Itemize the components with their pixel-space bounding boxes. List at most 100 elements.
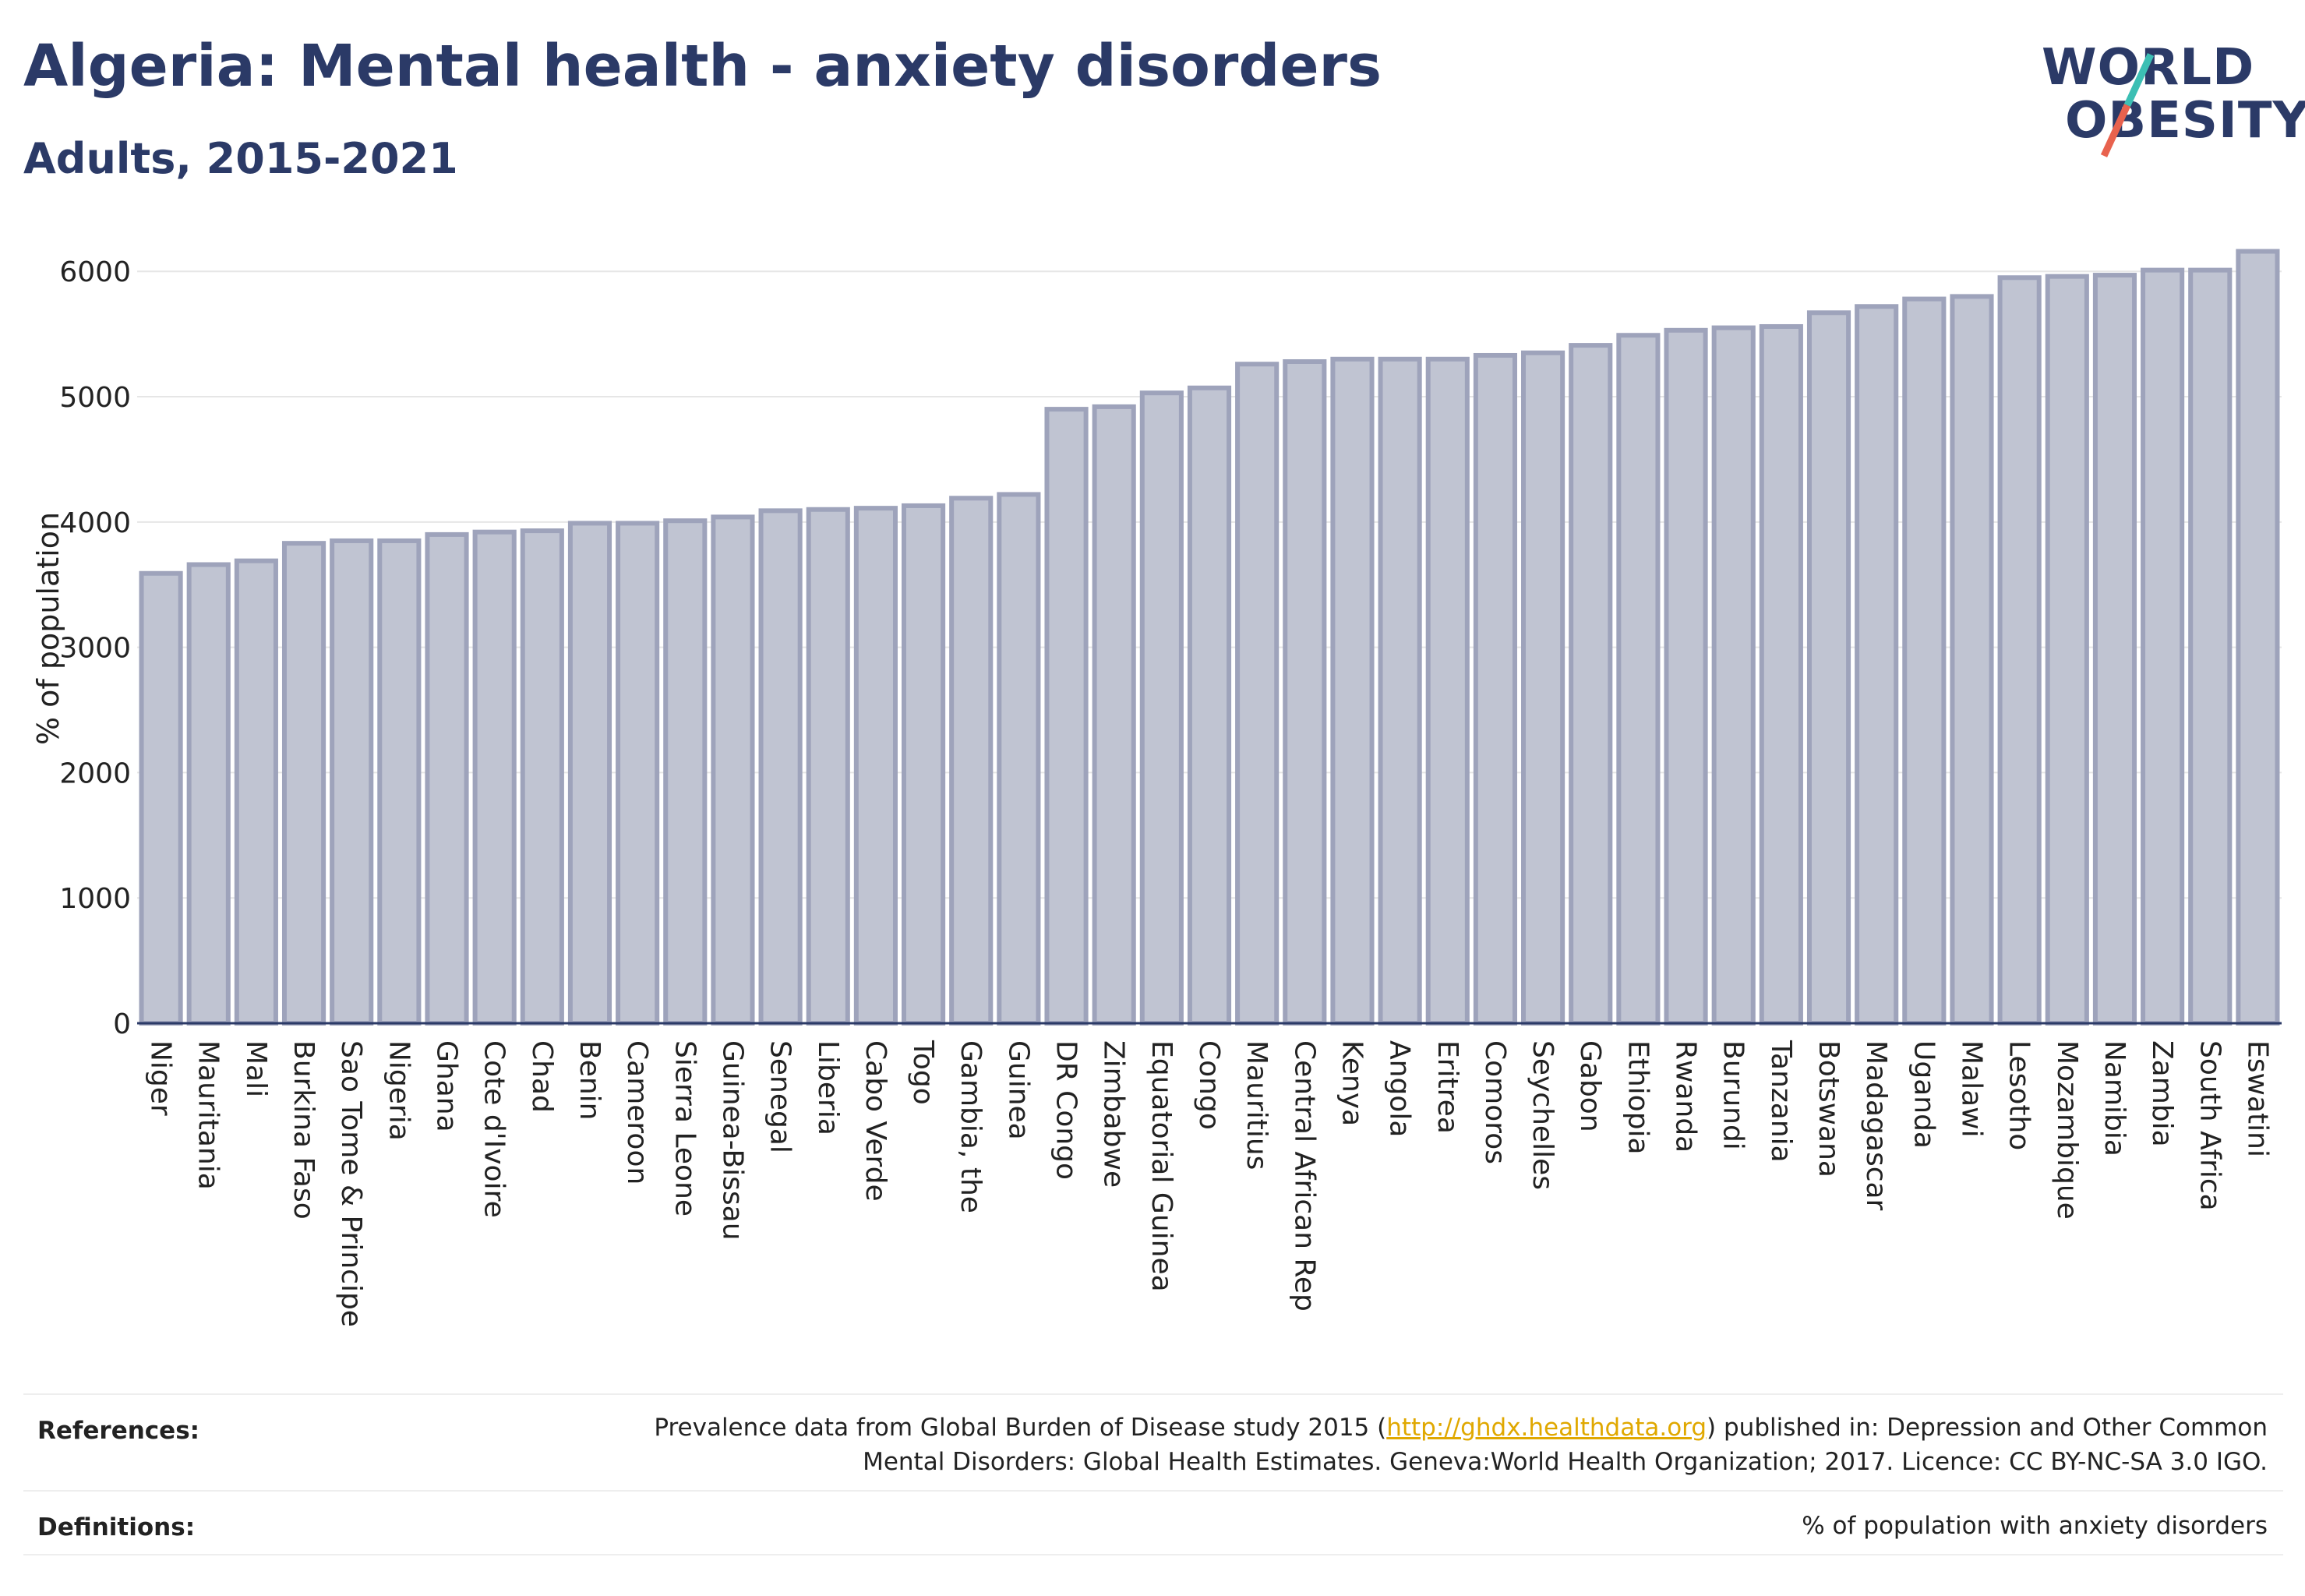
chart-title: Algeria: Mental health - anxiety disorde… <box>23 33 1382 100</box>
x-tick-label: Rwanda <box>1670 1040 1702 1153</box>
bar-burundi <box>1711 325 1756 1026</box>
x-tick-label: Eritrea <box>1431 1040 1463 1134</box>
bar-guinea <box>997 492 1041 1026</box>
bar-sierra-leone <box>663 518 708 1026</box>
x-tick-label: DR Congo <box>1050 1040 1082 1180</box>
x-tick-label: Chad <box>526 1040 558 1113</box>
bar-nigeria <box>377 538 422 1026</box>
bar-cote-d-ivoire <box>472 529 517 1026</box>
bar-senegal <box>758 508 803 1026</box>
y-tick-label: 0 <box>113 1008 131 1040</box>
references-text-2: Mental Disorders: Global Health Estimate… <box>863 1448 2268 1476</box>
x-tick-label: Guinea <box>1002 1040 1034 1140</box>
references-text-1b: ) published in: Depression and Other Com… <box>1707 1414 2268 1442</box>
bar-rwanda <box>1664 327 1708 1026</box>
x-tick-label: Gabon <box>1574 1040 1606 1132</box>
x-tick-label: Togo <box>907 1040 939 1105</box>
x-tick-label: Lesotho <box>2003 1040 2035 1150</box>
references-label: References: <box>37 1417 200 1445</box>
bar-lesotho <box>1997 275 2042 1026</box>
bar-gambia-the <box>949 496 994 1026</box>
bar-equatorial-guinea <box>1139 390 1184 1026</box>
bar-namibia <box>2092 273 2137 1026</box>
x-tick-label: Guinea-Bissau <box>716 1040 748 1241</box>
bar-zimbabwe <box>1092 404 1136 1026</box>
footer-divider-mid <box>23 1490 2283 1492</box>
bar-cameroon <box>616 521 660 1026</box>
bar-central-african-rep <box>1283 359 1327 1026</box>
x-tick-label: Congo <box>1193 1040 1225 1130</box>
footer-divider-bottom <box>23 1554 2283 1555</box>
bar-cabo-verde <box>853 506 898 1026</box>
bar-south-africa <box>2188 267 2233 1026</box>
bar-angola <box>1378 356 1422 1026</box>
x-tick-label: Eswatini <box>2241 1040 2273 1157</box>
bar-liberia <box>806 507 850 1026</box>
x-tick-label: Cabo Verde <box>860 1040 891 1202</box>
chart-subtitle: Adults, 2015-2021 <box>23 134 458 183</box>
references-link[interactable]: http://ghdx.healthdata.org <box>1386 1414 1707 1442</box>
x-tick-label: Cote d'Ivoire <box>478 1040 510 1218</box>
x-tick-label: Cameroon <box>621 1040 653 1185</box>
logo-slash-icon <box>2100 53 2155 157</box>
x-tick-label: Burkina Faso <box>288 1040 319 1220</box>
x-tick-label: Senegal <box>764 1040 796 1153</box>
bar-eritrea <box>1425 356 1470 1026</box>
x-tick-label: Mauritius <box>1241 1040 1273 1170</box>
bar-dr-congo <box>1044 407 1089 1026</box>
y-tick-label: 5000 <box>59 382 131 414</box>
bar-mauritius <box>1235 362 1280 1026</box>
bar-botswana <box>1806 310 1851 1026</box>
x-tick-label: Ghana <box>431 1040 463 1132</box>
x-tick-label: Benin <box>574 1040 605 1120</box>
x-tick-label: Zimbabwe <box>1098 1040 1130 1188</box>
bars <box>139 249 2280 1026</box>
bar-zambia <box>2141 267 2185 1026</box>
x-tick-label: Madagascar <box>1860 1040 1892 1211</box>
x-tick-label: Equatorial Guinea <box>1145 1040 1177 1292</box>
y-tick-label: 4000 <box>59 507 131 539</box>
x-tick-label: Burundi <box>1717 1040 1749 1150</box>
bar-seychelles <box>1521 350 1565 1026</box>
x-tick-label: Gambia, the <box>955 1040 987 1213</box>
axes: 0 1000 2000 3000 4000 5000 6000 Niger Mauritania… <box>59 256 2282 1327</box>
bar-comoros <box>1473 352 1518 1026</box>
x-tick-label: Kenya <box>1336 1040 1368 1126</box>
bar-mozambique <box>2045 274 2089 1026</box>
x-tick-label: Niger <box>145 1040 177 1116</box>
bar-togo <box>901 503 946 1026</box>
x-tick-label: Sao Tome & Principe <box>335 1040 367 1327</box>
definitions-label: Definitions: <box>37 1513 196 1541</box>
x-tick-label: Comoros <box>1479 1040 1511 1164</box>
bar-kenya <box>1330 356 1375 1026</box>
footer-divider-top <box>23 1393 2283 1395</box>
bar-uganda <box>1902 296 1947 1026</box>
bar-mauritania <box>186 562 231 1026</box>
bar-ethiopia <box>1616 333 1661 1026</box>
x-tick-label: Ethiopia <box>1622 1040 1654 1155</box>
x-tick-label: Namibia <box>2099 1040 2130 1156</box>
x-tick-label: Central African Rep <box>1288 1040 1320 1312</box>
references-text: Prevalence data from Global Burden of Di… <box>654 1411 2268 1479</box>
y-tick-label: 6000 <box>59 256 131 288</box>
bar-gabon <box>1569 343 1613 1026</box>
x-tick-label: Mozambique <box>2051 1040 2083 1220</box>
x-tick-label: Zambia <box>2146 1040 2178 1147</box>
bar-madagascar <box>1855 304 1899 1026</box>
x-tick-label: Angola <box>1384 1040 1416 1137</box>
bar-chart: 0 1000 2000 3000 4000 5000 6000 Niger Mauritania… <box>31 249 2282 1327</box>
bar-ghana <box>425 531 469 1026</box>
y-axis-label: % of population <box>31 512 65 745</box>
x-tick-label: Sierra Leone <box>669 1040 701 1216</box>
bar-eswatini <box>2236 249 2280 1026</box>
x-tick-label: South Africa <box>2194 1040 2226 1211</box>
bar-malawi <box>1950 294 1994 1026</box>
definitions-text: % of population with anxiety disorders <box>1802 1512 2268 1540</box>
bar-congo <box>1187 385 1232 1026</box>
y-tick-label: 2000 <box>59 757 131 789</box>
references-text-1a: Prevalence data from Global Burden of Di… <box>654 1414 1387 1442</box>
x-tick-label: Malawi <box>1955 1040 1987 1138</box>
y-tick-label: 1000 <box>59 883 131 915</box>
x-tick-label: Seychelles <box>1527 1040 1558 1190</box>
world-obesity-logo: WORLD OBESITY <box>2026 31 2305 171</box>
